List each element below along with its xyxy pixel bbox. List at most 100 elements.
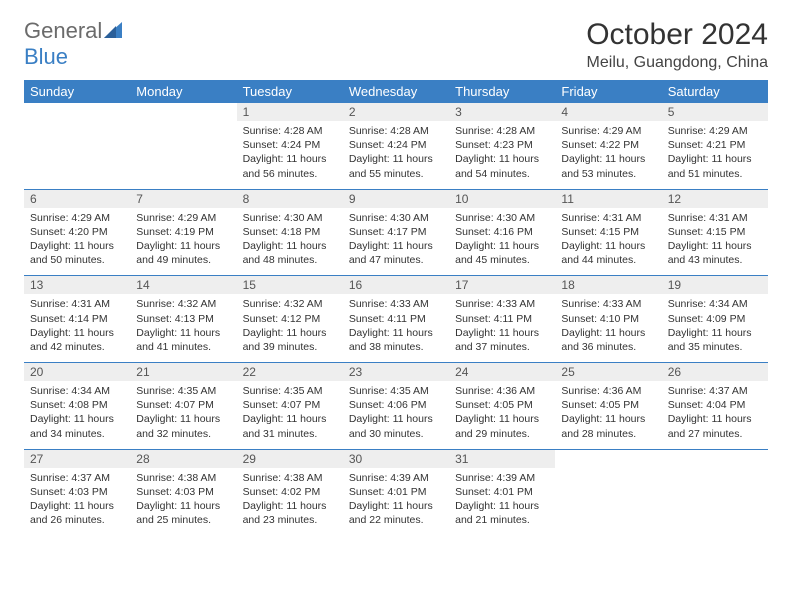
day-details-cell: Sunrise: 4:32 AMSunset: 4:13 PMDaylight:… (130, 294, 236, 362)
day-number: 22 (237, 363, 343, 381)
sunrise-text: Sunrise: 4:30 AM (349, 211, 443, 225)
sunrise-text: Sunrise: 4:30 AM (243, 211, 337, 225)
day-details: Sunrise: 4:37 AMSunset: 4:04 PMDaylight:… (662, 381, 768, 449)
day-number: 27 (24, 450, 130, 468)
daylight-text: Daylight: 11 hours and 48 minutes. (243, 239, 337, 267)
sunset-text: Sunset: 4:16 PM (455, 225, 549, 239)
day-details (555, 468, 661, 516)
day-details-cell: Sunrise: 4:31 AMSunset: 4:15 PMDaylight:… (662, 208, 768, 276)
daylight-text: Daylight: 11 hours and 56 minutes. (243, 152, 337, 180)
sunset-text: Sunset: 4:11 PM (455, 312, 549, 326)
daylight-text: Daylight: 11 hours and 29 minutes. (455, 412, 549, 440)
sunrise-text: Sunrise: 4:33 AM (349, 297, 443, 311)
daynum-row: 2728293031 (24, 449, 768, 468)
daynum-row: 13141516171819 (24, 276, 768, 295)
day-number: 6 (24, 190, 130, 208)
day-cell (555, 449, 661, 468)
day-cell: 30 (343, 449, 449, 468)
day-cell: 5 (662, 103, 768, 121)
day-details-cell (555, 468, 661, 536)
day-details: Sunrise: 4:30 AMSunset: 4:16 PMDaylight:… (449, 208, 555, 276)
day-details-cell: Sunrise: 4:37 AMSunset: 4:03 PMDaylight:… (24, 468, 130, 536)
daylight-text: Daylight: 11 hours and 35 minutes. (668, 326, 762, 354)
sunrise-text: Sunrise: 4:38 AM (136, 471, 230, 485)
day-details: Sunrise: 4:33 AMSunset: 4:11 PMDaylight:… (449, 294, 555, 362)
sunrise-text: Sunrise: 4:36 AM (561, 384, 655, 398)
sunrise-text: Sunrise: 4:31 AM (561, 211, 655, 225)
day-number: 2 (343, 103, 449, 121)
daylight-text: Daylight: 11 hours and 27 minutes. (668, 412, 762, 440)
day-details-cell: Sunrise: 4:33 AMSunset: 4:11 PMDaylight:… (343, 294, 449, 362)
day-details: Sunrise: 4:38 AMSunset: 4:02 PMDaylight:… (237, 468, 343, 536)
day-cell (130, 103, 236, 121)
daylight-text: Daylight: 11 hours and 45 minutes. (455, 239, 549, 267)
day-details: Sunrise: 4:35 AMSunset: 4:07 PMDaylight:… (237, 381, 343, 449)
day-cell: 27 (24, 449, 130, 468)
day-details: Sunrise: 4:30 AMSunset: 4:18 PMDaylight:… (237, 208, 343, 276)
day-details-cell: Sunrise: 4:35 AMSunset: 4:07 PMDaylight:… (237, 381, 343, 449)
day-details: Sunrise: 4:29 AMSunset: 4:22 PMDaylight:… (555, 121, 661, 189)
day-cell: 19 (662, 276, 768, 295)
sunset-text: Sunset: 4:24 PM (243, 138, 337, 152)
day-cell: 28 (130, 449, 236, 468)
sunrise-text: Sunrise: 4:28 AM (455, 124, 549, 138)
sunrise-text: Sunrise: 4:29 AM (30, 211, 124, 225)
sunset-text: Sunset: 4:11 PM (349, 312, 443, 326)
sunset-text: Sunset: 4:05 PM (561, 398, 655, 412)
day-cell: 22 (237, 363, 343, 382)
daylight-text: Daylight: 11 hours and 41 minutes. (136, 326, 230, 354)
sunrise-text: Sunrise: 4:37 AM (30, 471, 124, 485)
day-details-cell: Sunrise: 4:28 AMSunset: 4:24 PMDaylight:… (237, 121, 343, 189)
sunrise-text: Sunrise: 4:34 AM (668, 297, 762, 311)
day-cell: 16 (343, 276, 449, 295)
day-number: 24 (449, 363, 555, 381)
daylight-text: Daylight: 11 hours and 23 minutes. (243, 499, 337, 527)
daylight-text: Daylight: 11 hours and 25 minutes. (136, 499, 230, 527)
sunset-text: Sunset: 4:14 PM (30, 312, 124, 326)
details-row: Sunrise: 4:34 AMSunset: 4:08 PMDaylight:… (24, 381, 768, 449)
day-details-cell: Sunrise: 4:30 AMSunset: 4:18 PMDaylight:… (237, 208, 343, 276)
day-cell: 7 (130, 189, 236, 208)
day-details-cell: Sunrise: 4:38 AMSunset: 4:02 PMDaylight:… (237, 468, 343, 536)
day-details-cell (130, 121, 236, 189)
day-cell: 23 (343, 363, 449, 382)
sunset-text: Sunset: 4:20 PM (30, 225, 124, 239)
sunrise-text: Sunrise: 4:29 AM (668, 124, 762, 138)
daylight-text: Daylight: 11 hours and 21 minutes. (455, 499, 549, 527)
sunset-text: Sunset: 4:07 PM (243, 398, 337, 412)
day-details: Sunrise: 4:35 AMSunset: 4:06 PMDaylight:… (343, 381, 449, 449)
daylight-text: Daylight: 11 hours and 32 minutes. (136, 412, 230, 440)
daylight-text: Daylight: 11 hours and 47 minutes. (349, 239, 443, 267)
day-details-cell: Sunrise: 4:31 AMSunset: 4:15 PMDaylight:… (555, 208, 661, 276)
daylight-text: Daylight: 11 hours and 34 minutes. (30, 412, 124, 440)
day-details: Sunrise: 4:36 AMSunset: 4:05 PMDaylight:… (555, 381, 661, 449)
day-number: 7 (130, 190, 236, 208)
day-number: 21 (130, 363, 236, 381)
day-details: Sunrise: 4:36 AMSunset: 4:05 PMDaylight:… (449, 381, 555, 449)
sunrise-text: Sunrise: 4:28 AM (349, 124, 443, 138)
brand-part1: General (24, 18, 102, 43)
weekday-header: Friday (555, 80, 661, 103)
day-details-cell: Sunrise: 4:32 AMSunset: 4:12 PMDaylight:… (237, 294, 343, 362)
day-number: 17 (449, 276, 555, 294)
day-number: 3 (449, 103, 555, 121)
day-details: Sunrise: 4:30 AMSunset: 4:17 PMDaylight:… (343, 208, 449, 276)
day-details: Sunrise: 4:37 AMSunset: 4:03 PMDaylight:… (24, 468, 130, 536)
sunset-text: Sunset: 4:02 PM (243, 485, 337, 499)
daylight-text: Daylight: 11 hours and 55 minutes. (349, 152, 443, 180)
sunrise-text: Sunrise: 4:31 AM (668, 211, 762, 225)
daylight-text: Daylight: 11 hours and 31 minutes. (243, 412, 337, 440)
sunrise-text: Sunrise: 4:33 AM (455, 297, 549, 311)
sunset-text: Sunset: 4:08 PM (30, 398, 124, 412)
day-number: 4 (555, 103, 661, 121)
sunset-text: Sunset: 4:15 PM (668, 225, 762, 239)
day-cell: 29 (237, 449, 343, 468)
day-cell: 13 (24, 276, 130, 295)
day-details-cell: Sunrise: 4:28 AMSunset: 4:23 PMDaylight:… (449, 121, 555, 189)
day-details-cell: Sunrise: 4:33 AMSunset: 4:11 PMDaylight:… (449, 294, 555, 362)
daylight-text: Daylight: 11 hours and 49 minutes. (136, 239, 230, 267)
daylight-text: Daylight: 11 hours and 36 minutes. (561, 326, 655, 354)
weekday-header: Saturday (662, 80, 768, 103)
day-cell: 4 (555, 103, 661, 121)
sunrise-text: Sunrise: 4:38 AM (243, 471, 337, 485)
